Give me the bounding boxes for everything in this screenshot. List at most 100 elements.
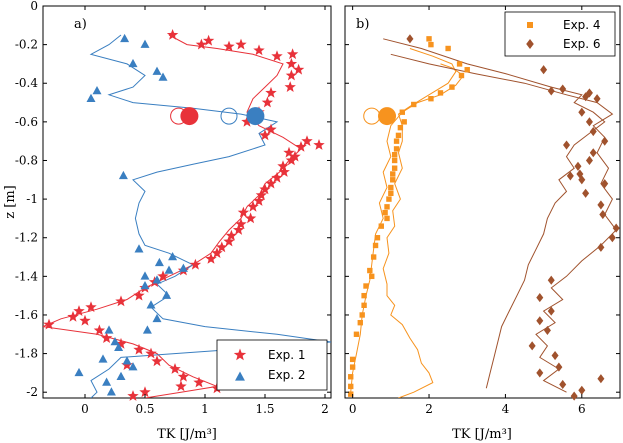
point-square-1: [428, 41, 434, 48]
point-star-29: [255, 189, 268, 201]
point-star-39: [211, 247, 223, 258]
mean-point-1: [246, 107, 265, 126]
point-diamond-22: [599, 210, 607, 220]
point-square-30: [370, 254, 377, 260]
point-star-36: [225, 229, 238, 241]
point-star-61: [177, 370, 190, 382]
point-square-24: [384, 204, 390, 210]
point-star-1: [195, 38, 208, 50]
point-star-31: [247, 200, 259, 212]
point-square-20: [390, 177, 396, 183]
legend-exp4: Exp. 4: [563, 18, 601, 32]
point-square-37: [357, 319, 363, 326]
point-triangle-9: [140, 271, 150, 280]
point-triangle-20: [104, 325, 114, 334]
point-diamond-18: [578, 175, 586, 185]
x-tick-label: 0: [81, 402, 89, 416]
point-triangle-2: [128, 58, 138, 68]
point-triangle-19: [142, 325, 152, 334]
point-star-19: [313, 139, 325, 150]
point-diamond-23: [612, 223, 620, 233]
point-triangle-0: [120, 33, 130, 43]
point-square-41: [348, 374, 354, 380]
point-star-18: [301, 135, 313, 146]
point-star-49: [73, 305, 85, 316]
point-star-17: [259, 129, 271, 141]
series-line-0-2: [43, 34, 302, 398]
y-tick-label: -1.8: [15, 347, 38, 361]
point-star-35: [232, 224, 245, 235]
point-diamond-17: [566, 171, 574, 181]
point-triangle-27: [116, 371, 126, 381]
point-diamond-2: [540, 65, 548, 75]
point-star-5: [253, 44, 265, 56]
point-diamond-37: [578, 385, 586, 395]
point-diamond-24: [608, 233, 616, 243]
point-diamond-11: [601, 136, 609, 146]
point-star-10: [285, 69, 298, 81]
point-square-21: [388, 184, 394, 191]
point-diamond-38: [570, 391, 578, 401]
point-star-6: [271, 50, 283, 62]
point-star-24: [277, 160, 289, 172]
point-square-3: [456, 61, 463, 67]
point-star-7: [286, 48, 299, 60]
point-square-9: [411, 101, 417, 108]
point-triangle-12: [164, 265, 174, 274]
point-star-38: [216, 241, 228, 253]
legend-square-icon: [527, 22, 533, 28]
point-star-11: [284, 81, 296, 92]
point-triangle-1: [140, 39, 150, 48]
point-diamond-8: [578, 107, 586, 117]
point-star-40: [205, 253, 217, 264]
point-triangle-25: [128, 362, 138, 371]
point-star-4: [235, 38, 247, 50]
point-square-23: [386, 196, 392, 202]
panel-b: 0 2 4 6 b) Exp. 4 Exp. 6: [344, 5, 621, 416]
point-diamond-30: [543, 325, 551, 335]
point-triangle-14: [152, 275, 162, 284]
point-star-30: [253, 195, 265, 206]
panel-b-label: b): [356, 17, 369, 32]
point-diamond-13: [589, 148, 597, 158]
point-star-54: [100, 332, 113, 343]
point-star-15: [241, 115, 253, 127]
point-square-15: [393, 146, 400, 152]
legend-star-icon: [233, 348, 247, 361]
point-star-27: [265, 177, 277, 189]
point-square-35: [361, 302, 367, 309]
point-diamond-3: [559, 84, 567, 94]
point-square-39: [349, 356, 356, 363]
point-square-34: [361, 292, 367, 299]
point-diamond-35: [597, 374, 605, 384]
point-triangle-21: [110, 337, 120, 346]
point-diamond-15: [574, 161, 582, 171]
point-triangle-23: [98, 354, 108, 363]
x-tick-label: 2: [321, 402, 329, 416]
point-square-6: [449, 84, 455, 90]
point-star-37: [223, 235, 235, 247]
point-star-20: [295, 141, 307, 152]
point-triangle-4: [158, 72, 168, 81]
point-star-65: [139, 386, 151, 398]
point-star-43: [157, 270, 169, 282]
y-tick-label: -1.6: [15, 308, 38, 322]
point-diamond-9: [585, 117, 593, 127]
point-triangle-16: [162, 290, 172, 299]
x-axis-label-b: TK [J/m³]: [452, 427, 512, 442]
point-diamond-25: [597, 242, 605, 252]
point-star-25: [278, 166, 290, 177]
point-triangle-13: [178, 263, 188, 272]
point-star-63: [175, 380, 187, 392]
point-triangle-15: [140, 281, 150, 290]
point-diamond-7: [593, 94, 601, 104]
point-diamond-32: [551, 350, 559, 361]
point-star-52: [67, 310, 79, 322]
point-square-14: [393, 138, 400, 144]
point-star-47: [115, 295, 127, 307]
y-tick-label: -1.4: [15, 269, 39, 283]
point-square-0: [426, 36, 432, 42]
point-star-28: [259, 183, 271, 195]
point-diamond-29: [536, 316, 544, 326]
point-square-27: [378, 223, 384, 229]
